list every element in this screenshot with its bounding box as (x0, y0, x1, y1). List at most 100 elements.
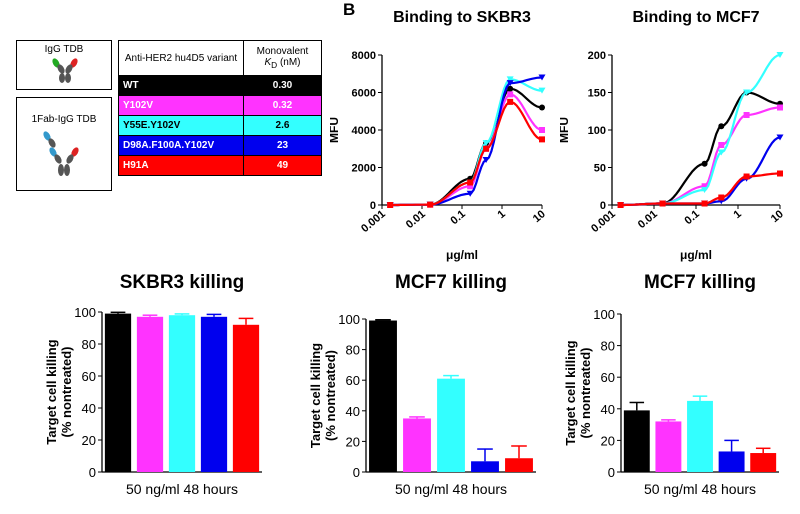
y-tick-label: 4000 (352, 125, 376, 137)
header-kd: Monovalent KD (nM) (243, 40, 322, 76)
table-row: WT 0.30 (118, 75, 322, 96)
igg-tdb-schematic: IgG TDB (16, 40, 112, 90)
x-axis-label: 50 ng/ml 48 hours (395, 481, 507, 497)
variant-name: WT (118, 75, 244, 96)
data-point (507, 98, 514, 105)
data-point (776, 52, 784, 58)
x-axis-label: μg/ml (680, 248, 712, 262)
data-point (506, 76, 514, 83)
x-tick-label: 1 (496, 208, 508, 221)
y-tick-label: 150 (588, 88, 606, 100)
data-point (539, 127, 545, 133)
data-point (482, 157, 490, 163)
data-point (506, 80, 514, 87)
1fab-igg-tdb-schematic: 1Fab-IgG TDB (16, 97, 112, 191)
bar (200, 316, 228, 472)
igg-tdb-antibody-icon (52, 58, 78, 83)
bar (718, 451, 745, 472)
1fab-igg-tdb-label: 1Fab-IgG TDB (31, 114, 97, 125)
bar (437, 378, 465, 472)
series-line (620, 136, 781, 207)
data-point (507, 91, 514, 98)
y-axis-label-line2: (% nontreated) (323, 350, 338, 441)
y-axis-label-line1: Target cell killing (308, 343, 323, 448)
data-point (466, 190, 474, 197)
y-tick-label: 0 (608, 465, 615, 480)
variant-kd: 0.32 (243, 95, 322, 116)
variant-kd: 0.30 (243, 75, 322, 96)
x-tick-label: 0.01 (636, 208, 660, 231)
x-tick-label: 0.001 (589, 208, 618, 235)
y-tick-label: 100 (588, 125, 606, 137)
bar (232, 324, 260, 472)
y-tick-label: 20 (601, 433, 615, 448)
x-tick-label: 0.1 (448, 208, 467, 227)
y-tick-label: 60 (346, 373, 360, 388)
data-point (718, 142, 725, 148)
bar (104, 313, 132, 472)
y-tick-label: 40 (601, 402, 615, 417)
y-tick-label: 6000 (352, 88, 376, 100)
y-tick-label: 80 (346, 343, 360, 358)
data-point (538, 74, 546, 81)
data-point (701, 183, 708, 190)
panel-label: B (343, 0, 356, 19)
table-row: H91A 49 (118, 155, 322, 176)
data-point (539, 104, 545, 111)
y-tick-label: 80 (82, 337, 96, 352)
data-point (743, 173, 750, 180)
y-tick-label: 80 (601, 339, 615, 354)
chart-title: SKBR3 killing (120, 272, 245, 293)
bar (471, 461, 499, 472)
skbr3-killing-chart: SKBR3 killing 0 20 40 60 80 100 Target cell kil… (44, 272, 262, 497)
data-point (467, 183, 474, 190)
igg-tdb-label: IgG TDB (44, 44, 84, 55)
bar (505, 458, 533, 472)
x-axis-label: 50 ng/ml 48 hours (126, 481, 238, 497)
variant-name: D98A.F100A.Y102V (118, 135, 244, 156)
bar (655, 421, 682, 472)
y-tick-label: 20 (346, 434, 360, 449)
bar (750, 453, 777, 472)
binding-mcf7-chart: Binding to MCF7 0 50 100 150 200 0.001 0.01 0.1 1… (560, 9, 786, 262)
variant-name: Y102V (118, 95, 244, 116)
data-point (659, 200, 666, 207)
data-point (467, 179, 474, 186)
y-axis-label: MFU (330, 117, 341, 143)
x-tick-label: 0.01 (404, 208, 428, 231)
variant-affinity-table: Anti-HER2 hu4D5 variant Monovalent KD (n… (118, 40, 322, 176)
series-line (390, 101, 543, 207)
data-point (776, 134, 784, 141)
bar (403, 418, 431, 472)
chart-title: Binding to SKBR3 (393, 9, 531, 26)
data-point (427, 201, 434, 208)
y-tick-label: 100 (593, 307, 615, 322)
y-tick-label: 0 (600, 200, 606, 212)
x-axis-label: 50 ng/ml 48 hours (644, 481, 756, 497)
chart-title: MCF7 killing (644, 272, 756, 293)
chart-title: Binding to MCF7 (632, 9, 759, 26)
y-tick-label: 20 (82, 433, 96, 448)
data-point (777, 104, 783, 111)
header-kd-k: K (264, 57, 272, 68)
header-kd-unit: (nM) (277, 57, 301, 68)
variant-kd: 49 (243, 155, 322, 176)
data-point (743, 112, 750, 118)
y-axis-label-line2: (% nontreated) (578, 348, 593, 439)
y-tick-label: 0 (89, 465, 96, 480)
header-kd-sub: D (271, 60, 278, 70)
x-tick-label: 10 (769, 208, 786, 225)
bar (623, 410, 650, 472)
table-row: Y55E.Y102V 2.6 (118, 115, 322, 136)
y-tick-label: 0 (370, 200, 376, 212)
data-point (538, 87, 546, 94)
y-axis-label-line2: (% nontreated) (59, 347, 74, 438)
data-point (777, 170, 783, 177)
x-tick-label: 10 (531, 208, 548, 225)
data-point (717, 149, 725, 156)
mcf7-killing-chart-2: MCF7 killing 0 20 40 60 80 100 Target cell kill… (563, 272, 779, 497)
bar (369, 320, 397, 472)
y-tick-label: 60 (82, 369, 96, 384)
binding-skbr3-chart: Binding to SKBR3 0 2000 4000 6000 8000 0.001 0.… (330, 9, 548, 262)
header-variant: Anti-HER2 hu4D5 variant (118, 40, 244, 76)
